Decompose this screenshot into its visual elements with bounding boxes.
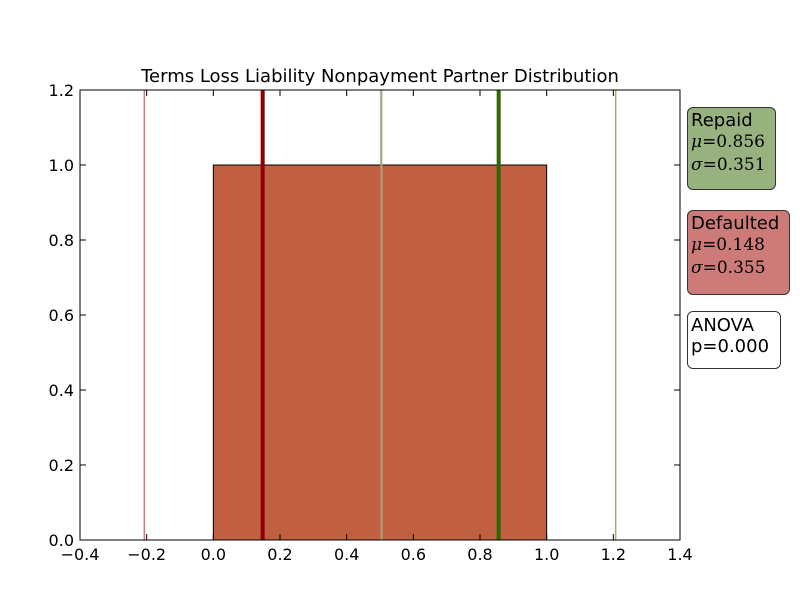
- x-tick-label: 0.6: [401, 545, 426, 564]
- x-tick-label: 0.0: [201, 545, 226, 564]
- repaid-mean-value: =0.856: [702, 132, 765, 152]
- x-tick-label: 0.8: [467, 545, 492, 564]
- mu-symbol: μ: [691, 235, 703, 255]
- histogram-bar: [212, 164, 548, 541]
- y-tick-label: 0.6: [49, 306, 74, 325]
- defaulted-std: σ=0.355: [691, 257, 785, 280]
- y-tick-label: 0.2: [49, 456, 74, 475]
- anova-p-value: p=0.000: [691, 336, 770, 357]
- anova-box: ANOVA p=0.000: [687, 311, 781, 369]
- vlines-layer: [143, 90, 617, 540]
- x-tick-label: 1.4: [667, 545, 692, 564]
- defaulted-mean: μ=0.148: [691, 234, 785, 257]
- ticks-layer: −0.4 −0.2 0.0 0.2 0.4 0.6 0.8 1.0 1.2 1.4 0.0 0.2 0.…: [49, 81, 693, 564]
- x-tick-label: 0.4: [334, 545, 359, 564]
- x-tick-label: 0.2: [267, 545, 292, 564]
- x-tick-label: 1.2: [601, 545, 626, 564]
- repaid-stats-box: Repaid μ=0.856 σ=0.351: [687, 107, 776, 190]
- chart-title: Terms Loss Liability Nonpayment Partner …: [140, 66, 619, 87]
- sigma-symbol: σ: [691, 155, 703, 175]
- x-tick-label: −0.4: [61, 545, 100, 564]
- anova-label: ANOVA: [691, 315, 755, 336]
- x-tick-label: 1.0: [534, 545, 559, 564]
- y-tick-label: 1.2: [49, 81, 74, 100]
- x-tick-label: −0.2: [127, 545, 166, 564]
- y-tick-label: 1.0: [49, 156, 74, 175]
- repaid-label: Repaid: [691, 110, 753, 131]
- defaulted-std-value: =0.355: [702, 258, 766, 278]
- repaid-std-value: =0.351: [702, 155, 766, 175]
- sigma-symbol: σ: [691, 258, 703, 278]
- y-tick-label: 0.8: [49, 231, 74, 250]
- y-tick-label: 0.4: [49, 381, 74, 400]
- repaid-std: σ=0.351: [691, 154, 771, 177]
- y-tick-label: 0.0: [49, 531, 74, 550]
- repaid-mean: μ=0.856: [691, 131, 771, 154]
- mu-symbol: μ: [691, 132, 703, 152]
- defaulted-label: Defaulted: [691, 213, 780, 234]
- defaulted-stats-box: Defaulted μ=0.148 σ=0.355: [687, 210, 790, 295]
- defaulted-mean-value: =0.148: [702, 235, 765, 255]
- bars-layer: [212, 164, 548, 541]
